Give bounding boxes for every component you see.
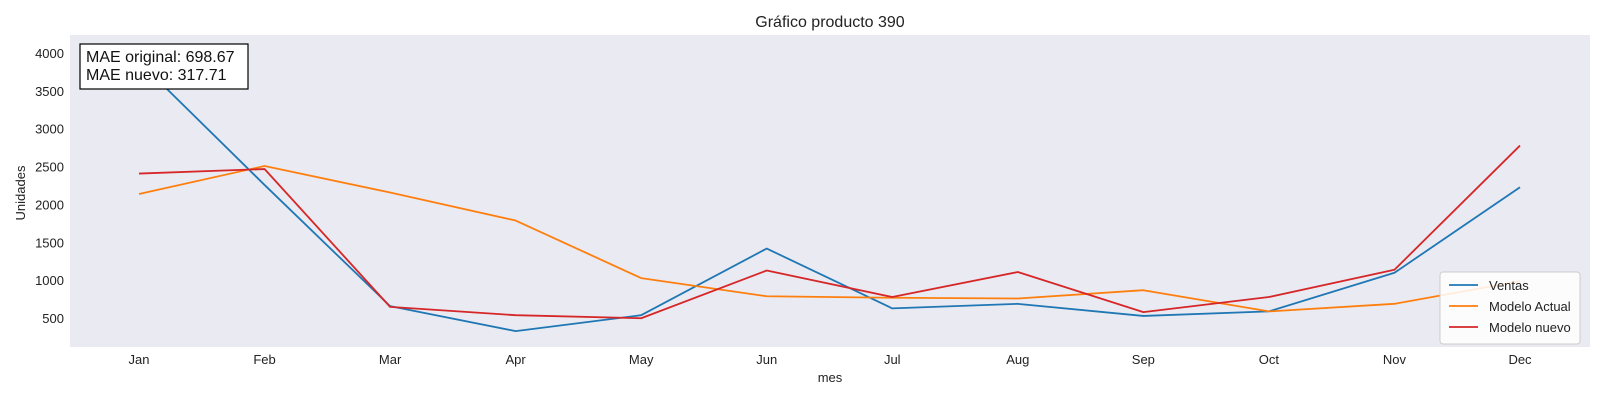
x-tick-label: Apr: [506, 352, 527, 367]
y-axis-ticks: 500 1000 1500 2000 2500 3000 3500 4000: [35, 46, 64, 326]
x-tick-label: Aug: [1006, 352, 1029, 367]
annotation-mae-nuevo: MAE nuevo: 317.71: [86, 67, 227, 84]
chart-title: Gráfico producto 390: [755, 14, 905, 31]
y-tick-label: 1000: [35, 273, 64, 288]
legend-label: Modelo Actual: [1489, 299, 1571, 314]
x-axis-label: mes: [818, 370, 843, 385]
y-tick-label: 2000: [35, 197, 64, 212]
legend-label: Ventas: [1489, 278, 1529, 293]
y-tick-label: 500: [42, 311, 64, 326]
series-lines: [138, 60, 1521, 332]
x-tick-label: Jun: [756, 352, 777, 367]
x-tick-label: Mar: [379, 352, 402, 367]
x-tick-label: Jul: [884, 352, 901, 367]
x-axis-ticks: Jan Feb Mar Apr May Jun Jul Aug Sep Oct Nov Dec: [129, 352, 1533, 367]
x-tick-label: Jan: [129, 352, 150, 367]
y-tick-label: 3000: [35, 122, 64, 137]
y-tick-label: 4000: [35, 46, 64, 61]
x-tick-label: Oct: [1259, 352, 1280, 367]
legend-label: Modelo nuevo: [1489, 320, 1571, 335]
series-line: [138, 165, 1521, 313]
y-tick-label: 2500: [35, 160, 64, 175]
plot-area: [70, 35, 1590, 347]
annotation-box: [79, 43, 249, 90]
x-tick-label: Feb: [253, 352, 275, 367]
x-tick-label: Dec: [1508, 352, 1532, 367]
legend-box: [1439, 271, 1581, 345]
y-tick-label: 1500: [35, 235, 64, 250]
series-line: [138, 60, 1521, 332]
x-tick-label: Sep: [1132, 352, 1155, 367]
y-axis-label: Unidades: [13, 165, 28, 220]
annotation-mae-original: MAE original: 698.67: [86, 49, 235, 66]
x-tick-label: Nov: [1383, 352, 1407, 367]
y-tick-label: 3500: [35, 84, 64, 99]
legend: Ventas Modelo Actual Modelo nuevo: [1439, 271, 1581, 345]
series-line: [138, 144, 1521, 320]
mae-annotation: MAE original: 698.67 MAE nuevo: 317.71: [79, 43, 249, 90]
x-tick-label: May: [629, 352, 654, 367]
